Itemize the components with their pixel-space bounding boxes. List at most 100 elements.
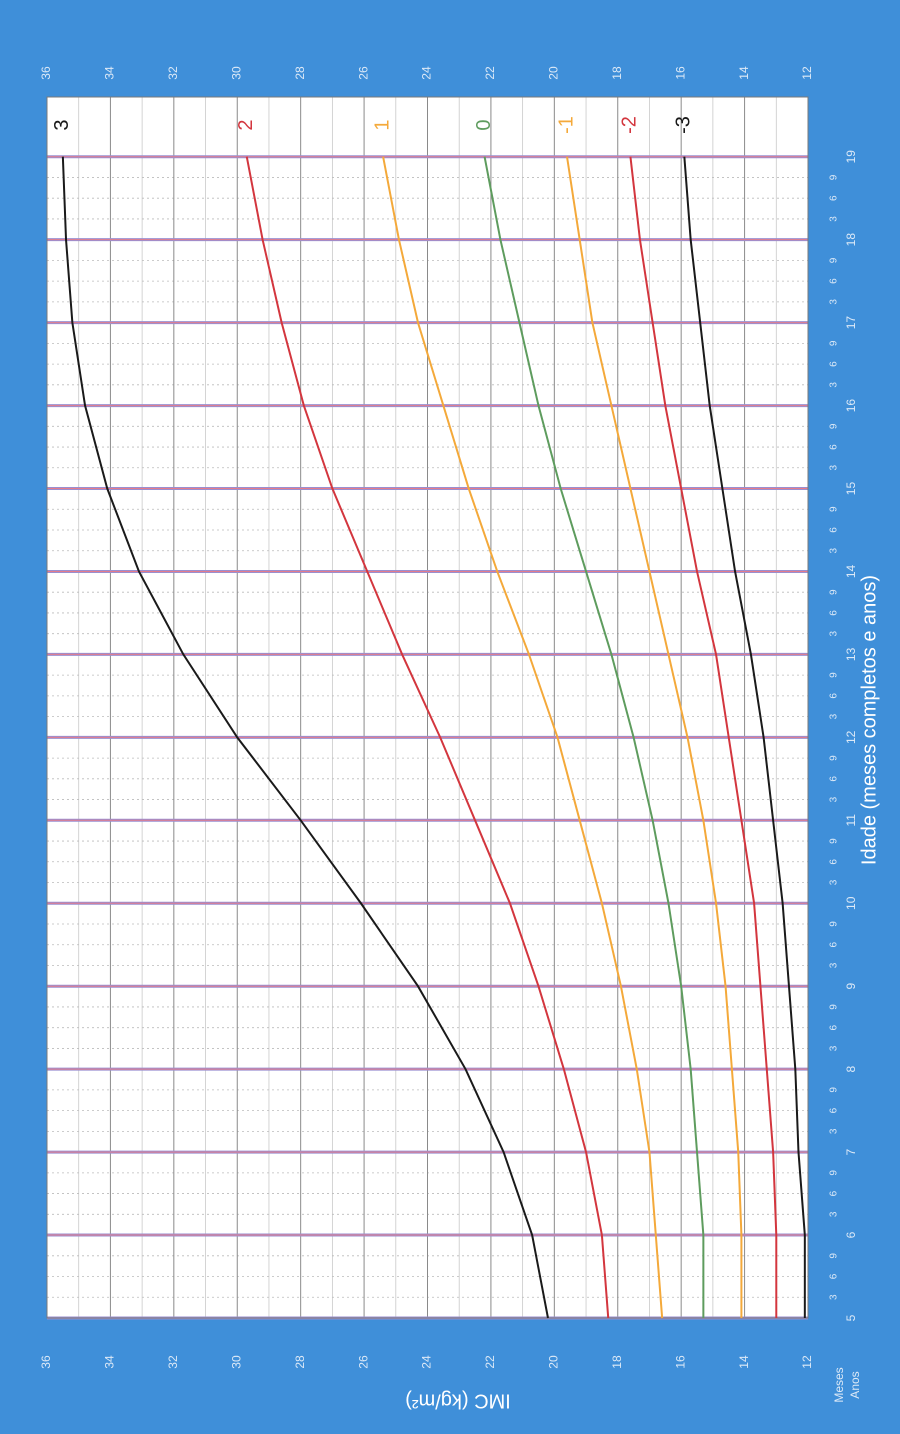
y-tick-label: 24 (420, 1355, 434, 1369)
month-label: 6 (829, 278, 840, 284)
y-tick-label: 22 (483, 66, 497, 80)
month-label: 3 (829, 796, 840, 802)
month-label: 3 (829, 879, 840, 885)
series-line (566, 156, 743, 1318)
month-label: 9 (829, 838, 840, 844)
month-label: 6 (829, 610, 840, 616)
series-line (382, 156, 664, 1319)
series-label: 1 (371, 119, 393, 130)
x-tick-label: 18 (844, 233, 858, 247)
month-label: 9 (829, 257, 840, 263)
month-label: 6 (829, 1107, 840, 1113)
y-tick-label: 12 (800, 1355, 814, 1369)
y-tick-label: 36 (39, 1355, 53, 1369)
y-tick-label: 34 (103, 66, 117, 80)
month-label: 6 (829, 195, 840, 201)
month-label: 6 (829, 693, 840, 699)
y-tick-label: 22 (483, 1355, 497, 1369)
x-tick-label: 16 (844, 399, 858, 413)
y-tick-label: 36 (39, 66, 53, 80)
series-line (245, 156, 610, 1319)
y-tick-label: 28 (293, 1355, 307, 1369)
month-label: 3 (829, 548, 840, 554)
row-label: Anos (848, 1371, 862, 1398)
series-label: 3 (51, 119, 73, 130)
x-tick-label: 9 (844, 983, 858, 990)
y-tick-label: 14 (737, 1355, 751, 1369)
month-label: 3 (829, 713, 840, 719)
series-line (483, 156, 705, 1318)
month-label: 9 (829, 1087, 840, 1093)
series-line (61, 156, 549, 1319)
month-label: 6 (829, 776, 840, 782)
month-label: 3 (829, 216, 840, 222)
month-label: 9 (829, 921, 840, 927)
x-tick-label: 6 (844, 1231, 858, 1238)
month-label: 3 (829, 1211, 840, 1217)
month-label: 3 (829, 1294, 840, 1300)
x-tick-label: 15 (844, 482, 858, 496)
month-label: 6 (829, 444, 840, 450)
month-label: 3 (829, 962, 840, 968)
y-tick-label: 16 (673, 66, 687, 80)
month-label: 9 (829, 1253, 840, 1259)
month-label: 6 (829, 1190, 840, 1196)
series-label: 0 (473, 119, 495, 130)
month-label: 6 (829, 859, 840, 865)
y-tick-label: 34 (103, 1355, 117, 1369)
month-label: 9 (829, 340, 840, 346)
month-label: 6 (829, 361, 840, 367)
x-tick-label: 8 (844, 1065, 858, 1072)
y-tick-label: 26 (356, 1355, 370, 1369)
month-label: 9 (829, 423, 840, 429)
y-tick-label: 20 (547, 1355, 561, 1369)
y-tick-label: 12 (800, 66, 814, 80)
y-tick-label: 18 (610, 66, 624, 80)
y-tick-label: 32 (166, 66, 180, 80)
month-label: 9 (829, 174, 840, 180)
series-label: 2 (235, 119, 257, 130)
x-tick-label: 17 (844, 316, 858, 330)
x-tick-label: 14 (844, 564, 858, 578)
y-tick-label: 14 (737, 66, 751, 80)
y-tick-label: 18 (610, 1355, 624, 1369)
month-label: 3 (829, 630, 840, 636)
y-tick-label: 20 (547, 66, 561, 80)
month-label: 3 (829, 299, 840, 305)
y-tick-label: 30 (229, 1355, 243, 1369)
month-label: 6 (829, 942, 840, 948)
x-tick-label: 11 (844, 814, 858, 827)
x-tick-label: 19 (844, 150, 858, 164)
month-label: 9 (829, 1004, 840, 1010)
y-tick-label: 24 (420, 66, 434, 80)
month-label: 6 (829, 527, 840, 533)
series-line (629, 156, 778, 1318)
plot-border (46, 96, 809, 1319)
row-label: Meses (832, 1367, 846, 1402)
y-tick-label: 28 (293, 66, 307, 80)
series-label: -1 (555, 116, 577, 134)
x-tick-label: 7 (844, 1148, 858, 1155)
x-tick-label: 12 (844, 730, 858, 744)
series-label: -2 (619, 116, 641, 134)
month-label: 9 (829, 506, 840, 512)
x-tick-label: 13 (844, 647, 858, 661)
x-axis-title: Idade (meses completos e anos) (858, 575, 880, 865)
month-label: 6 (829, 1024, 840, 1030)
y-tick-label: 26 (356, 66, 370, 80)
month-label: 3 (829, 465, 840, 471)
y-axis-title: IMC (kg/m²) (405, 1390, 511, 1412)
month-label: 9 (829, 672, 840, 678)
month-label: 3 (829, 382, 840, 388)
month-label: 9 (829, 755, 840, 761)
month-label: 3 (829, 1128, 840, 1134)
month-label: 6 (829, 1273, 840, 1279)
month-label: 9 (829, 589, 840, 595)
x-tick-label: 5 (844, 1314, 858, 1321)
y-tick-label: 30 (229, 66, 243, 80)
y-tick-label: 32 (166, 1355, 180, 1369)
month-label: 3 (829, 1045, 840, 1051)
y-tick-label: 16 (673, 1355, 687, 1369)
